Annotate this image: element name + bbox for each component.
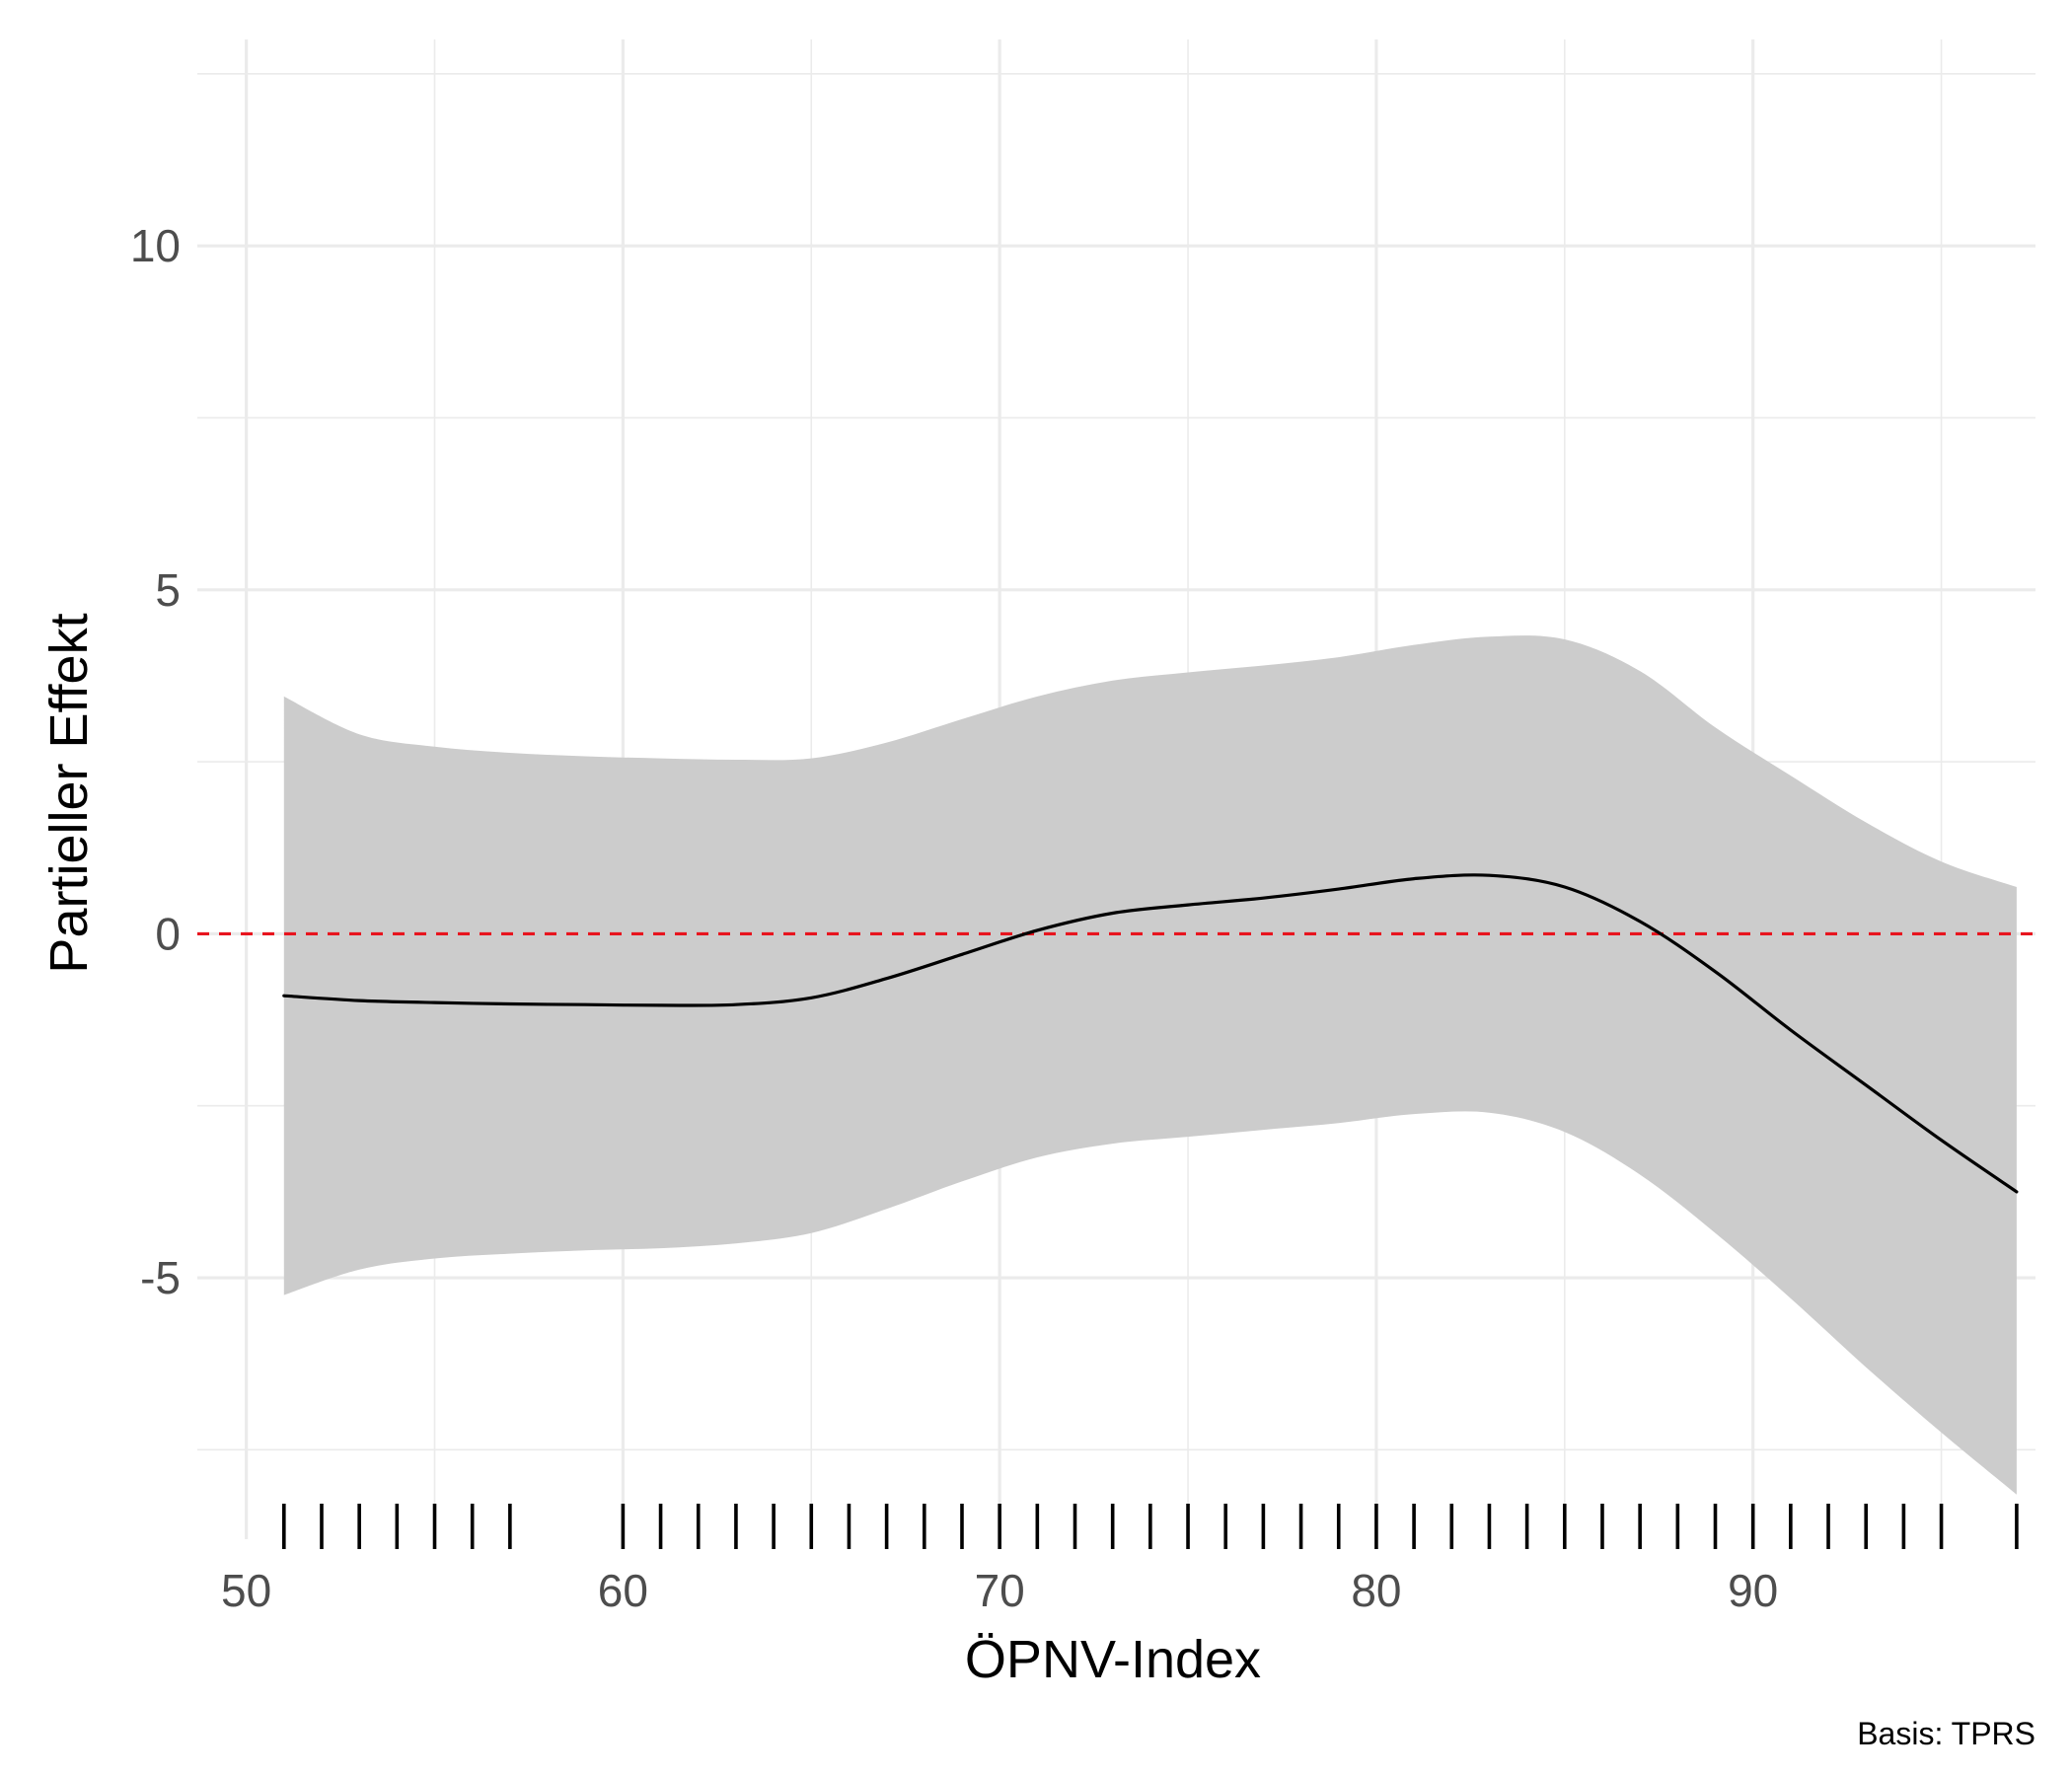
- y-axis-title: Partieller Effekt: [39, 613, 99, 973]
- y-tick-label: -5: [140, 1252, 181, 1303]
- rug-marks: [282, 1504, 2019, 1549]
- y-tick-label: 5: [155, 564, 181, 616]
- confidence-band-layer: [283, 635, 2017, 1495]
- effect-line-layer: [282, 873, 2019, 1194]
- y-tick-label: 10: [130, 220, 181, 271]
- x-tick-label: 90: [1728, 1565, 1778, 1616]
- x-tick-label: 80: [1351, 1565, 1401, 1616]
- x-tick-labels: 50 60 70 80 90: [221, 1565, 1778, 1616]
- x-tick-label: 50: [221, 1565, 271, 1616]
- x-axis-title: ÖPNV-Index: [965, 1630, 1261, 1689]
- partial-effect-line: [282, 873, 2019, 1194]
- y-tick-label: 0: [155, 908, 181, 959]
- confidence-band: [283, 635, 2017, 1495]
- x-tick-label: 70: [975, 1565, 1025, 1616]
- y-tick-labels: -5 0 5 10: [130, 220, 181, 1303]
- plot-caption: Basis: TPRS: [1857, 1716, 2035, 1751]
- x-tick-label: 60: [598, 1565, 648, 1616]
